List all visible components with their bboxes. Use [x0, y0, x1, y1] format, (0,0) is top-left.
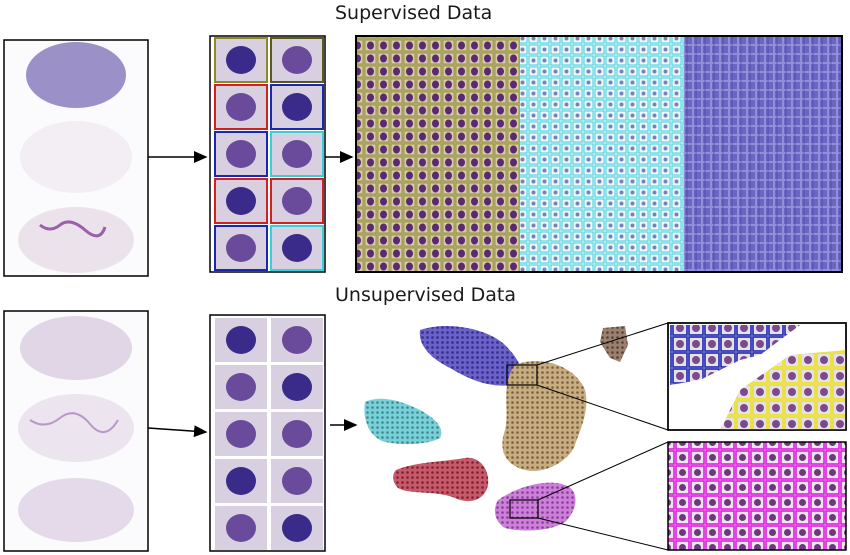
supervised-title: Supervised Data	[335, 2, 493, 24]
cell-nucleus	[226, 420, 256, 448]
cell-nucleus	[282, 514, 312, 542]
cell-nucleus	[282, 326, 312, 354]
zoom-line-2	[536, 384, 669, 431]
cell-nucleus	[226, 140, 256, 168]
cell-nucleus	[226, 234, 256, 262]
selection-box-top	[506, 364, 538, 386]
embedding-clusters	[364, 325, 628, 531]
crop-tile	[270, 131, 324, 177]
cell-nucleus	[226, 373, 256, 401]
cell-nucleus	[226, 467, 256, 495]
cell-nucleus	[226, 187, 256, 215]
cluster-brown	[600, 326, 628, 362]
crop-tile	[214, 84, 268, 130]
supervised-crop-grid	[209, 35, 326, 273]
cell-nucleus	[282, 93, 312, 121]
supervised-slide-image	[3, 39, 149, 277]
supervised-mosaic	[355, 35, 843, 273]
cluster-blue	[419, 325, 522, 386]
zoom-panel-bottom	[667, 441, 847, 551]
cluster-cyan	[364, 398, 442, 445]
cell-nucleus	[282, 373, 312, 401]
zoom-line-1	[536, 322, 669, 366]
selection-box-bottom	[509, 499, 539, 519]
cell-nucleus	[226, 514, 256, 542]
zoom-line-4	[537, 517, 669, 551]
cluster-tan	[502, 361, 587, 471]
cell-nucleus	[226, 93, 256, 121]
cell-nucleus	[282, 46, 312, 74]
cell-nucleus	[226, 46, 256, 74]
zoom-line-3	[537, 441, 669, 501]
cell-nucleus	[282, 467, 312, 495]
cell-nucleus	[282, 420, 312, 448]
cell-nucleus	[282, 140, 312, 168]
cell-nucleus	[282, 234, 312, 262]
cell-nucleus	[282, 187, 312, 215]
cell-nucleus	[226, 326, 256, 354]
unsupervised-title: Unsupervised Data	[335, 284, 517, 306]
arrow-slide-to-crops-unsup	[147, 425, 208, 438]
zoom-panel-top	[667, 322, 847, 431]
cluster-red	[393, 457, 489, 502]
cluster-magenta	[494, 482, 576, 531]
unsupervised-crop-grid	[209, 314, 326, 552]
unsupervised-slide-image	[3, 310, 149, 552]
